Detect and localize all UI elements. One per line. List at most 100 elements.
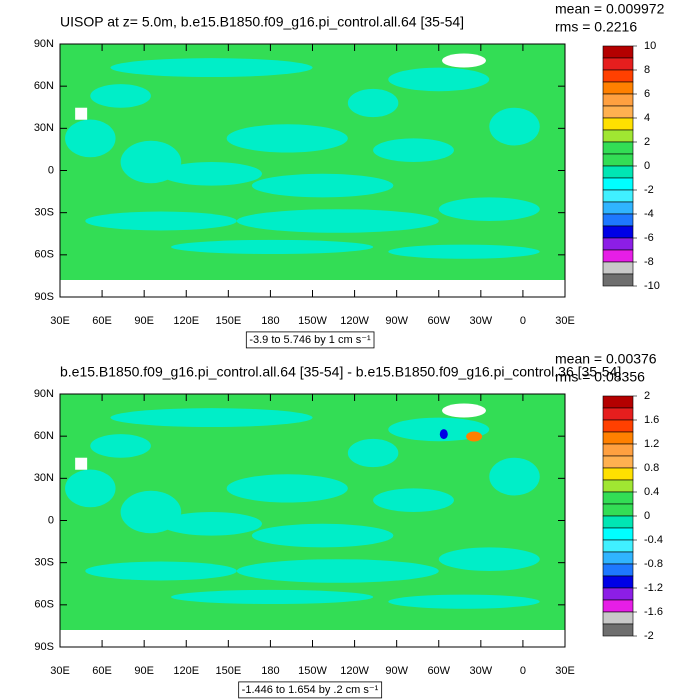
colorbar-box xyxy=(602,503,634,517)
colorbar-box xyxy=(602,467,634,481)
lat-label: 30S xyxy=(34,207,54,219)
stat: mean = 0.009972 xyxy=(555,1,665,17)
colorbar-label: -1.2 xyxy=(644,582,663,594)
colorbar-label: -4 xyxy=(644,208,654,220)
colorbar-box xyxy=(602,479,634,493)
colorbar-box xyxy=(602,419,634,433)
colorbar-box xyxy=(602,491,634,505)
colorbar-box xyxy=(602,177,634,191)
colorbar-label: 0 xyxy=(644,160,650,172)
lon-label: 60E xyxy=(92,665,112,677)
colorbar-label: -2 xyxy=(644,184,654,196)
lat-label: 30N xyxy=(34,472,54,484)
lon-label: 30W xyxy=(470,315,493,327)
lon-label: 120E xyxy=(173,315,199,327)
field-patch xyxy=(251,173,394,198)
map-panel: b.e15.B1850.f09_g16.pi_control.all.64 [3… xyxy=(34,351,663,699)
colorbar-box xyxy=(602,69,634,83)
field-patch xyxy=(226,124,348,153)
field-patch xyxy=(110,58,313,78)
info-box xyxy=(238,681,383,699)
lat-label: 90N xyxy=(34,38,54,50)
colorbar-label: -2 xyxy=(644,630,654,642)
colorbar-box xyxy=(602,165,634,179)
colorbar-box xyxy=(602,201,634,215)
panel-title: UISOP at z= 5.0m, b.e15.B1850.f09_g16.pi… xyxy=(60,14,464,30)
field-patch xyxy=(90,434,151,458)
colorbar-box xyxy=(602,623,634,637)
field-patch xyxy=(85,561,237,581)
land-mask xyxy=(75,457,88,470)
lon-label: 180 xyxy=(261,315,279,327)
colorbar-box xyxy=(602,611,634,625)
lat-label: 60S xyxy=(34,599,54,611)
colorbar-box xyxy=(602,225,634,239)
colorbar-label: 1.6 xyxy=(644,414,659,426)
contour-info: -1.446 to 1.654 by .2 cm s⁻¹ xyxy=(242,684,379,696)
land-mask xyxy=(442,53,486,68)
field-patch xyxy=(489,457,540,496)
colorbar-label: 0.4 xyxy=(644,486,659,498)
colorbar-box xyxy=(602,443,634,457)
colorbar-label: 1.2 xyxy=(644,438,659,450)
colorbar-box xyxy=(602,587,634,601)
contour-info: -3.9 to 5.746 by 1 cm s⁻¹ xyxy=(249,334,371,346)
lon-label: 150W xyxy=(298,665,327,677)
field-patch xyxy=(388,244,540,259)
lon-label: 90E xyxy=(134,665,154,677)
anomaly xyxy=(466,431,483,442)
lon-label: 90W xyxy=(385,315,408,327)
field-patch xyxy=(489,107,540,146)
colorbar-label: -6 xyxy=(644,232,654,244)
lon-label: 0 xyxy=(520,665,526,677)
field-patch xyxy=(161,162,262,186)
lat-label: 60N xyxy=(34,80,54,92)
map-panel: UISOP at z= 5.0m, b.e15.B1850.f09_g16.pi… xyxy=(34,1,665,349)
lon-label: 150E xyxy=(215,315,241,327)
stat: mean = 0.00376 xyxy=(555,351,657,367)
colorbar-box xyxy=(602,599,634,613)
colorbar-label: -8 xyxy=(644,256,654,268)
lat-label: 30S xyxy=(34,557,54,569)
field-patch xyxy=(65,119,116,158)
field-patch xyxy=(90,84,151,108)
colorbar-box xyxy=(602,455,634,469)
lat-label: 90N xyxy=(34,388,54,400)
lon-label: 60W xyxy=(427,315,450,327)
field-patch xyxy=(236,559,439,583)
field-patch xyxy=(85,211,237,231)
lat-label: 0 xyxy=(48,164,54,176)
colorbar-box xyxy=(602,249,634,263)
colorbar-label: -0.8 xyxy=(644,558,663,570)
colorbar-box xyxy=(602,539,634,553)
field-patch xyxy=(388,67,490,92)
colorbar-box xyxy=(602,273,634,287)
info-box xyxy=(245,331,375,349)
lon-label: 60W xyxy=(427,665,450,677)
colorbar-label: 0.8 xyxy=(644,462,659,474)
lat-label: 90S xyxy=(34,291,54,303)
colorbar-label: 10 xyxy=(644,40,656,52)
colorbar-box xyxy=(602,189,634,203)
lon-label: 120W xyxy=(340,665,369,677)
colorbar-box xyxy=(602,407,634,421)
lon-label: 60E xyxy=(92,315,112,327)
colorbar-box xyxy=(602,515,634,529)
field-patch xyxy=(388,417,490,442)
lon-label: 0 xyxy=(520,315,526,327)
field-patch xyxy=(347,438,399,468)
lon-label: 90W xyxy=(385,665,408,677)
field-patch xyxy=(438,197,540,221)
lat-label: 30N xyxy=(34,122,54,134)
colorbar-box xyxy=(602,153,634,167)
lon-label: 90E xyxy=(134,315,154,327)
lon-label: 150W xyxy=(298,315,327,327)
lat-label: 60S xyxy=(34,249,54,261)
colorbar-box xyxy=(602,527,634,541)
colorbar-box xyxy=(602,141,634,155)
colorbar-box xyxy=(602,395,634,409)
colorbar-label: 2 xyxy=(644,390,650,402)
field-patch xyxy=(347,88,399,118)
colorbar-label: -0.4 xyxy=(644,534,663,546)
